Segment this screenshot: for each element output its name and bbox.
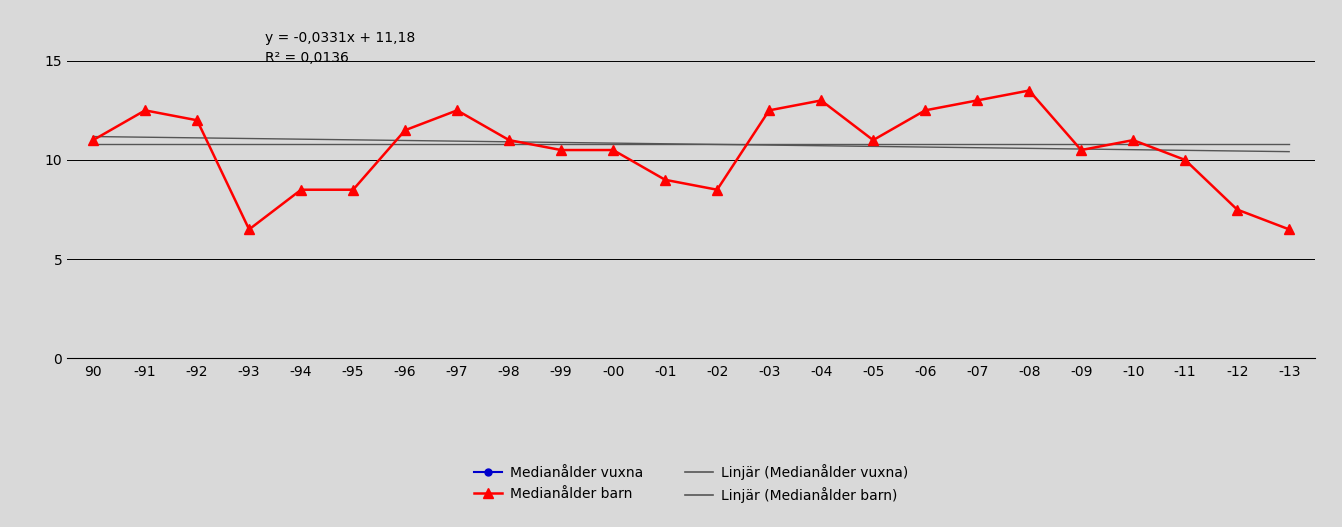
Text: y = -0,0331x + 11,18
R² = 0,0136: y = -0,0331x + 11,18 R² = 0,0136 <box>264 31 415 64</box>
Legend: Medianålder vuxna, Medianålder barn, Linjär (Medianålder vuxna), Linjär (Medianå: Medianålder vuxna, Medianålder barn, Lin… <box>474 464 909 503</box>
